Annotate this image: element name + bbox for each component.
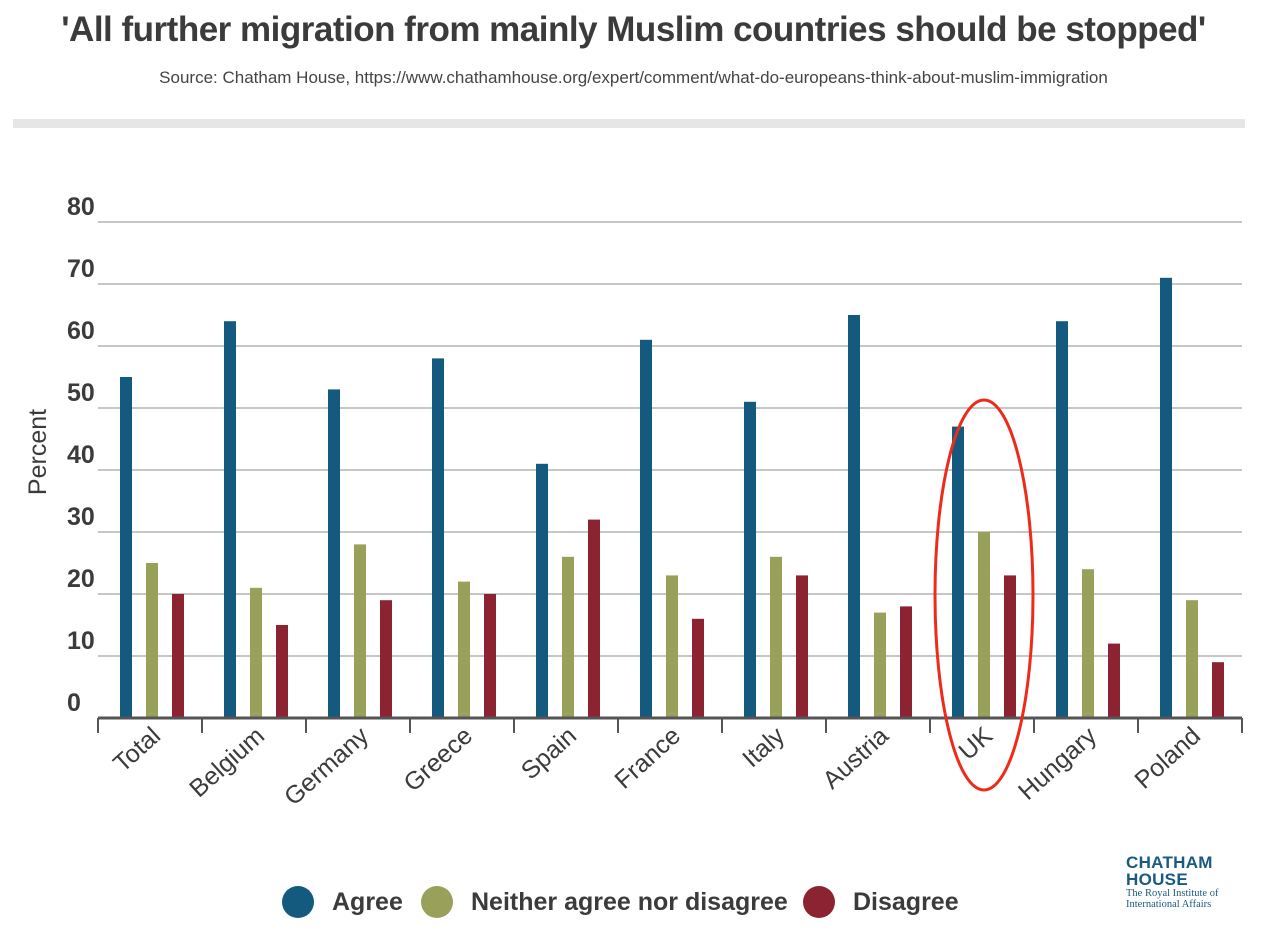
bar-austria-disagree [900, 606, 912, 718]
bar-hungary-disagree [1108, 643, 1120, 718]
y-tick-label-60: 60 [67, 317, 95, 345]
x-tick-label-france: France [609, 722, 686, 795]
bar-italy-agree [744, 401, 756, 718]
x-tick-label-belgium: Belgium [184, 722, 270, 803]
bar-spain-neither-agree-nor-disagree [562, 556, 574, 718]
bar-greece-neither-agree-nor-disagree [458, 581, 470, 718]
bar-poland-disagree [1212, 662, 1224, 718]
x-tick-label-italy: Italy [737, 721, 790, 773]
bar-austria-agree [848, 315, 860, 718]
bar-germany-neither-agree-nor-disagree [354, 544, 366, 718]
x-tick-label-austria: Austria [817, 722, 894, 795]
bar-italy-neither-agree-nor-disagree [770, 556, 782, 718]
chatham-house-logo: CHATHAM HOUSE The Royal Institute of Int… [1126, 854, 1246, 910]
legend-swatch-disagree [803, 886, 835, 918]
logo-line-1: CHATHAM [1126, 853, 1213, 872]
bar-greece-agree [432, 358, 444, 718]
bar-austria-neither-agree-nor-disagree [874, 612, 886, 718]
bar-germany-agree [328, 389, 340, 718]
bar-poland-agree [1160, 277, 1172, 718]
uk-highlight-ellipse [933, 398, 1035, 792]
bar-belgium-disagree [276, 625, 288, 718]
bar-italy-disagree [796, 575, 808, 718]
logo-line-2: HOUSE [1126, 870, 1188, 889]
legend-label-agree: Agree [332, 887, 403, 916]
x-tick-label-total: Total [108, 722, 166, 778]
y-tick-label-0: 0 [67, 689, 81, 717]
bar-poland-neither-agree-nor-disagree [1186, 600, 1198, 718]
y-tick-label-70: 70 [67, 255, 95, 283]
bar-germany-disagree [380, 600, 392, 718]
legend-swatch-agree [282, 886, 314, 918]
chart-legend: Agree Neither agree nor disagree Disagre… [0, 882, 1267, 922]
x-tick-label-hungary: Hungary [1013, 721, 1102, 805]
y-tick-label-80: 80 [67, 193, 95, 221]
header-divider [13, 119, 1245, 128]
bar-uk-agree [952, 426, 964, 718]
chart-title: 'All further migration from mainly Musli… [61, 10, 1206, 49]
y-axis-label: Percent [24, 409, 52, 495]
bar-belgium-agree [224, 321, 236, 718]
chart-source: Source: Chatham House, https://www.chath… [159, 68, 1108, 87]
bar-france-disagree [692, 618, 704, 718]
bar-spain-agree [536, 463, 548, 718]
bar-uk-disagree [1004, 575, 1016, 718]
bar-uk-neither-agree-nor-disagree [978, 532, 990, 718]
legend-label-neither: Neither agree nor disagree [471, 887, 788, 916]
y-tick-label-10: 10 [67, 627, 95, 655]
bar-total-disagree [172, 594, 184, 718]
logo-line-4: International Affairs [1126, 899, 1212, 910]
x-tick-label-spain: Spain [516, 722, 582, 786]
y-tick-label-30: 30 [67, 503, 95, 531]
x-tick-label-germany: Germany [279, 721, 375, 811]
legend-swatch-neither [421, 886, 453, 918]
y-tick-label-40: 40 [67, 441, 95, 469]
legend-label-disagree: Disagree [853, 887, 959, 916]
bar-hungary-neither-agree-nor-disagree [1082, 569, 1094, 718]
bar-spain-disagree [588, 519, 600, 718]
bar-total-neither-agree-nor-disagree [146, 563, 158, 718]
legend-item-disagree: Disagree [803, 882, 959, 922]
bar-france-neither-agree-nor-disagree [666, 575, 678, 718]
bar-greece-disagree [484, 594, 496, 718]
x-tick-label-poland: Poland [1129, 722, 1206, 795]
bar-hungary-agree [1056, 321, 1068, 718]
bar-total-agree [120, 377, 132, 718]
y-tick-label-50: 50 [67, 379, 95, 407]
bar-chart: 0 10 20 30 40 50 60 70 80 Percent Total Belgium Germ… [24, 193, 1243, 811]
bar-belgium-neither-agree-nor-disagree [250, 587, 262, 718]
legend-item-agree: Agree [282, 882, 403, 922]
logo-line-3: The Royal Institute of [1126, 888, 1219, 899]
legend-item-neither: Neither agree nor disagree [421, 882, 788, 922]
bar-france-agree [640, 339, 652, 718]
x-tick-label-uk: UK [953, 721, 998, 765]
x-tick-label-greece: Greece [398, 722, 478, 798]
y-tick-label-20: 20 [67, 565, 95, 593]
